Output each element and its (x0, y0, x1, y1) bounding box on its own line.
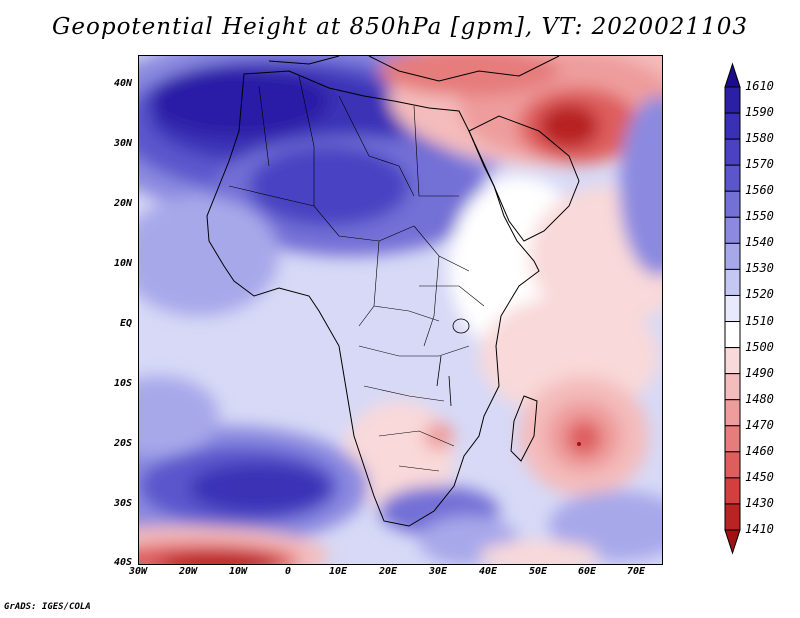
colorbar-segment (724, 373, 741, 401)
cyclone-center (577, 442, 581, 446)
colorbar-segment (724, 503, 741, 531)
colorbar-label: 1540 (745, 235, 774, 250)
colorbar-segment (724, 451, 741, 479)
europe-coastline (268, 56, 560, 82)
colorbar-segment (724, 268, 741, 296)
lon-label-60e: 60E (577, 566, 597, 577)
colorbar-bottom-arrow (724, 529, 741, 555)
colorbar-label: 1470 (745, 417, 774, 432)
lon-label-70e: 70E (626, 566, 646, 577)
lat-label-10s: 10S (113, 378, 132, 389)
colorbar-label: 1430 (745, 495, 774, 510)
height-field-map (139, 56, 662, 564)
coastlines (206, 56, 580, 527)
colorbar-segment (724, 477, 741, 505)
colorbar-segment (724, 242, 741, 270)
colorbar-segment (724, 86, 741, 114)
colorbar-label: 1520 (745, 287, 774, 302)
lat-label-20n: 20N (113, 198, 132, 209)
lon-label-10e: 10E (328, 566, 348, 577)
lat-label-20s: 20S (113, 438, 132, 449)
lakes (436, 318, 470, 407)
country-borders (228, 75, 485, 472)
colorbar-label: 1570 (745, 157, 774, 172)
grads-credit: GrADS: IGES/COLA (4, 602, 91, 612)
shaded-field (139, 56, 662, 564)
lat-label-40s: 40S (113, 557, 132, 568)
lon-label-20w: 20W (178, 566, 198, 577)
colorbar-label: 1500 (745, 339, 774, 354)
colorbar-segment (724, 138, 741, 166)
colorbar-label: 1460 (745, 443, 774, 458)
colorbar-label: 1550 (745, 209, 774, 224)
colorbar-label: 1530 (745, 261, 774, 276)
lat-label-10n: 10N (113, 258, 132, 269)
lon-label-0: 0 (284, 566, 292, 577)
lon-label-40e: 40E (478, 566, 498, 577)
colorbar-label: 1480 (745, 391, 774, 406)
colorbar-segment (724, 347, 741, 375)
lon-label-30e: 30E (428, 566, 448, 577)
colorbar-segment (724, 399, 741, 427)
colorbar-label: 1490 (745, 365, 774, 380)
madagascar-coastline (510, 395, 538, 462)
colorbar-label: 1580 (745, 131, 774, 146)
lon-label-30w: 30W (128, 566, 148, 577)
arabia-coastline (468, 115, 580, 242)
lon-label-10w: 10W (228, 566, 248, 577)
lat-label-30s: 30S (113, 498, 132, 509)
lat-label-40n: 40N (113, 78, 132, 89)
colorbar-top-arrow (724, 62, 741, 88)
colorbar-label: 1510 (745, 313, 774, 328)
lat-label-30n: 30N (113, 138, 132, 149)
colorbar-segment (724, 190, 741, 218)
chart-title: Geopotential Height at 850hPa [gpm], VT:… (52, 14, 748, 40)
lat-label-eq: EQ (119, 318, 132, 329)
colorbar-segment (724, 164, 741, 192)
colorbar-segment (724, 294, 741, 323)
map-panel (138, 55, 663, 565)
colorbar-segment (724, 425, 741, 453)
lon-label-20e: 20E (378, 566, 398, 577)
lon-label-50e: 50E (528, 566, 548, 577)
colorbar (724, 62, 741, 555)
colorbar-label: 1450 (745, 469, 774, 484)
colorbar-segment (724, 321, 741, 349)
colorbar-label: 1560 (745, 183, 774, 198)
colorbar-segment (724, 112, 741, 140)
colorbar-label: 1410 (745, 522, 774, 536)
colorbar-segment (724, 216, 741, 244)
colorbar-label: 1610 (745, 79, 774, 93)
colorbar-label: 1590 (745, 105, 774, 120)
